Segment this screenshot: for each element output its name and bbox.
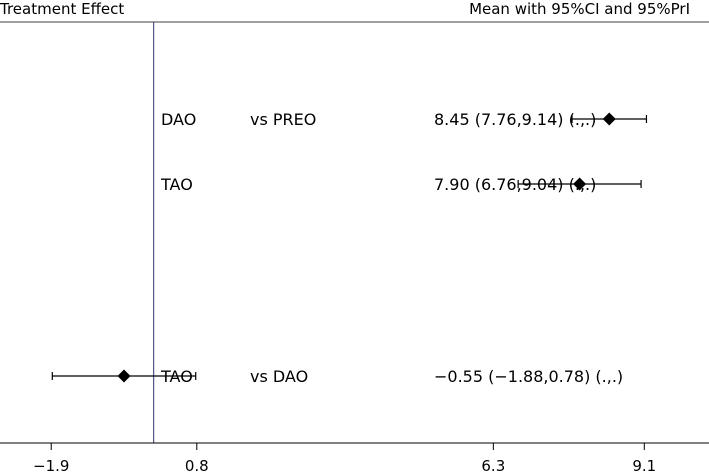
row-treatment-label: TAO (160, 175, 193, 194)
row-treatment-label: DAO (161, 110, 196, 129)
forest-row: DAO vs PREO 8.45 (7.76,9.14) (.,.) (161, 110, 648, 129)
row-summary-text: 8.45 (7.76,9.14) (.,.) (434, 110, 596, 129)
row-summary-text: 7.90 (6.76,9.04) (.,.) (434, 175, 596, 194)
row-summary-text: −0.55 (−1.88,0.78) (.,.) (434, 367, 623, 386)
mean-diamond (602, 112, 616, 126)
x-tick-label: 0.8 (185, 457, 209, 475)
mean-diamond (573, 177, 587, 191)
header-treatment-effect: Treatment Effect (0, 0, 124, 18)
x-tick-label: 9.1 (632, 457, 656, 475)
header-mean-ci-pri: Mean with 95%CI and 95%PrI (469, 0, 690, 18)
x-tick-label: 6.3 (481, 457, 505, 475)
row-comparator-label: vs DAO (250, 367, 308, 386)
mean-diamond (117, 369, 131, 383)
x-tick-label: −1.9 (33, 457, 69, 475)
row-comparator-label: vs PREO (250, 110, 316, 129)
forest-row: TAO vs DAO −0.55 (−1.88,0.78) (.,.) (51, 367, 623, 386)
forest-row: TAO 7.90 (6.76,9.04) (.,.) (160, 175, 642, 194)
